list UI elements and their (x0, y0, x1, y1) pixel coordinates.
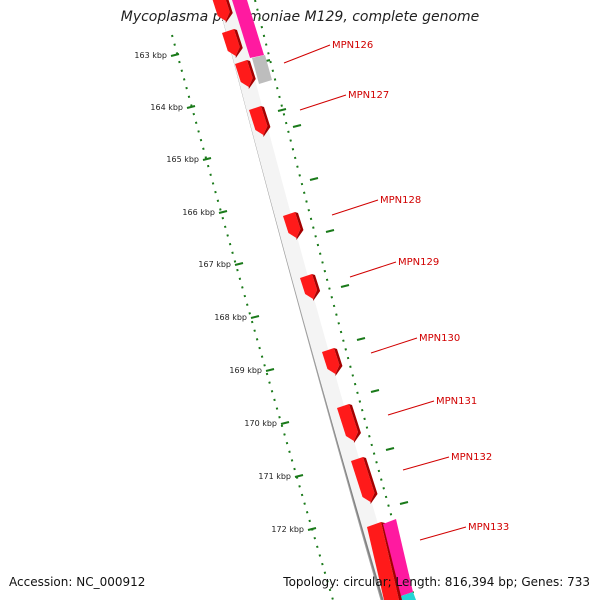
gene-label-mpn132[interactable]: MPN132 (451, 452, 492, 463)
gene-label-mpn128[interactable]: MPN128 (380, 195, 421, 206)
gene-features (212, 0, 416, 600)
gene-feature[interactable] (300, 274, 321, 301)
tick-label: 170 kbp (244, 419, 277, 428)
tick-label: 168 kbp (214, 313, 247, 322)
tick-mark (186, 105, 196, 109)
gene-feature[interactable] (252, 55, 272, 84)
gene-feature[interactable] (383, 519, 413, 596)
genome-summary: Topology: circular; Length: 816,394 bp; … (283, 575, 590, 589)
accession-text: Accession: NC_000912 (9, 575, 146, 589)
tick-label: 164 kbp (150, 103, 183, 112)
map-title: Mycoplasma pneumoniae M129, complete gen… (120, 9, 480, 25)
tick-mark (294, 474, 304, 478)
gene-feature[interactable] (351, 457, 378, 504)
inner-tick-ring (254, 0, 416, 600)
inner-tick-mark (385, 447, 395, 451)
label-leader (349, 261, 397, 278)
tick-label: 163 kbp (134, 51, 167, 60)
gene-feature[interactable] (232, 0, 264, 58)
gene-feature[interactable] (249, 106, 271, 137)
label-leader (283, 44, 331, 64)
gene-feature[interactable] (235, 60, 256, 89)
inner-tick-mark (292, 124, 302, 128)
label-leader (370, 337, 418, 354)
tick-label: 172 kbp (271, 525, 304, 534)
tick-label: 167 kbp (198, 260, 231, 269)
outer-tick-ring (171, 34, 334, 600)
tick-mark (280, 421, 290, 425)
inner-tick-mark (370, 389, 380, 393)
label-leader (419, 526, 467, 541)
tick-mark (202, 157, 212, 161)
gene-label-mpn133[interactable]: MPN133 (468, 522, 509, 533)
tick-mark (307, 527, 317, 531)
gene-feature[interactable] (322, 348, 343, 376)
tick-label: 169 kbp (229, 366, 262, 375)
gene-feature[interactable] (212, 0, 233, 23)
gene-labels: MPN126 MPN127 MPN128 MPN129 MPN130 MPN131 MPN1… (283, 40, 509, 541)
inner-tick-mark (340, 284, 350, 288)
tick-labels: 163 kbp 164 kbp 165 kbp 166 kbp 167 kbp 168 k… (134, 51, 409, 534)
label-leader (387, 400, 435, 416)
inner-tick-mark (399, 501, 409, 505)
gene-feature[interactable] (337, 404, 361, 443)
inner-tick-mark (325, 229, 335, 233)
inner-tick-mark (356, 337, 366, 341)
gene-feature[interactable] (283, 212, 304, 240)
gene-label-mpn130[interactable]: MPN130 (419, 333, 460, 344)
gene-feature[interactable] (401, 592, 416, 600)
tick-mark (218, 210, 228, 214)
label-leader (331, 199, 379, 216)
gene-label-mpn127[interactable]: MPN127 (348, 90, 389, 101)
gene-feature[interactable] (367, 522, 399, 600)
gene-label-mpn126[interactable]: MPN126 (332, 40, 373, 51)
tick-mark (170, 53, 180, 57)
tick-label: 165 kbp (166, 155, 199, 164)
tick-mark (234, 262, 244, 266)
inner-tick-mark (277, 108, 287, 112)
label-leader (402, 456, 450, 471)
label-leader (299, 94, 347, 111)
tick-label: 171 kbp (258, 472, 291, 481)
tick-mark (250, 315, 260, 319)
tick-mark (265, 368, 275, 372)
gene-label-mpn129[interactable]: MPN129 (398, 257, 439, 268)
inner-tick-mark (309, 177, 319, 181)
tick-label: 166 kbp (182, 208, 215, 217)
gene-feature[interactable] (222, 29, 243, 58)
gene-label-mpn131[interactable]: MPN131 (436, 396, 477, 407)
